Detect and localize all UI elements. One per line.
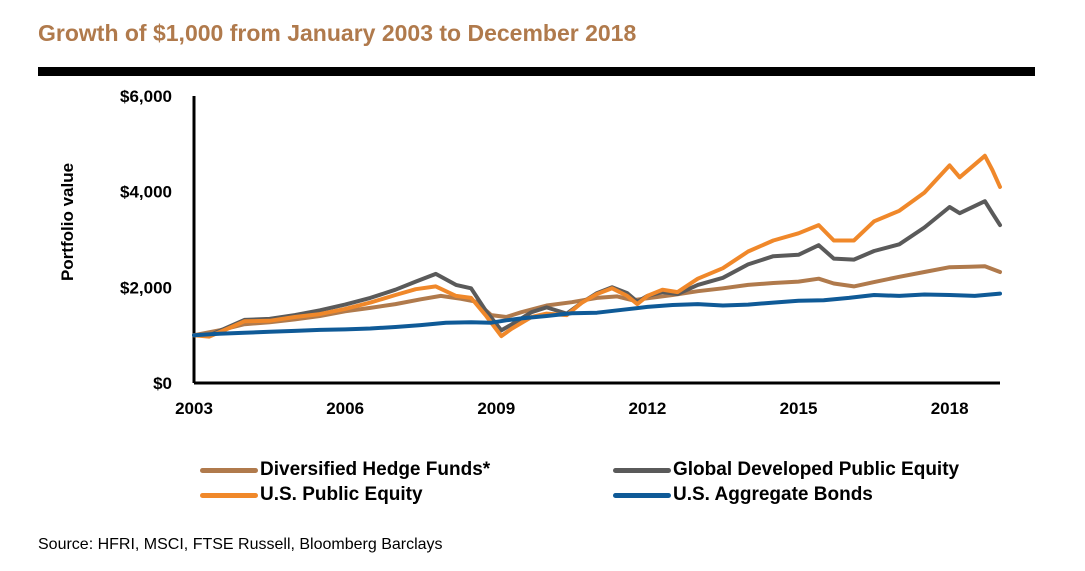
legend-label-us-equity: U.S. Public Equity xyxy=(260,484,423,505)
y-tick-label: $2,000 xyxy=(120,278,172,297)
series-line-u-s-aggregate-bonds xyxy=(192,291,1002,338)
x-tick-label: 2009 xyxy=(477,399,515,418)
y-tick-label: $0 xyxy=(153,374,172,393)
x-tick-label: 2006 xyxy=(326,399,364,418)
x-tick-label: 2018 xyxy=(931,399,969,418)
line-chart: $0 $2,000 $4,000 $6,000 2003 2006 2009 2012 2015… xyxy=(58,87,1002,418)
legend-swatch-global-equity xyxy=(613,467,671,473)
legend-item-global-equity: Global Developed Public Equity xyxy=(613,458,959,482)
chart-axes: $0 $2,000 $4,000 $6,000 2003 2006 2009 2012 2015… xyxy=(120,87,1000,418)
x-tick-label: 2015 xyxy=(780,399,818,418)
chart-series xyxy=(192,153,1002,339)
x-tick-label: 2003 xyxy=(175,399,213,418)
chart-title: Growth of $1,000 from January 2003 to De… xyxy=(38,20,637,46)
legend-label-hedge-funds: Diversified Hedge Funds* xyxy=(260,459,491,480)
y-axis-label: Portfolio value xyxy=(58,163,77,281)
legend-item-us-bonds: U.S. Aggregate Bonds xyxy=(613,483,873,507)
legend-swatch-us-bonds xyxy=(613,492,671,498)
legend-label-us-bonds: U.S. Aggregate Bonds xyxy=(673,484,873,505)
x-tick-label: 2012 xyxy=(628,399,666,418)
series-line-diversified-hedge-funds xyxy=(192,264,1002,338)
series-line-u-s-public-equity xyxy=(192,153,1002,339)
legend-swatch-hedge-funds xyxy=(200,467,258,473)
title-divider xyxy=(38,67,1035,76)
y-tick-label: $6,000 xyxy=(120,87,172,106)
y-tick-label: $4,000 xyxy=(120,183,172,202)
legend-swatch-us-equity xyxy=(200,492,258,498)
legend-item-us-equity: U.S. Public Equity xyxy=(200,483,423,507)
legend-item-hedge-funds: Diversified Hedge Funds* xyxy=(200,458,490,482)
legend-label-global-equity: Global Developed Public Equity xyxy=(673,459,960,480)
source-note: Source: HFRI, MSCI, FTSE Russell, Bloomb… xyxy=(38,536,443,553)
